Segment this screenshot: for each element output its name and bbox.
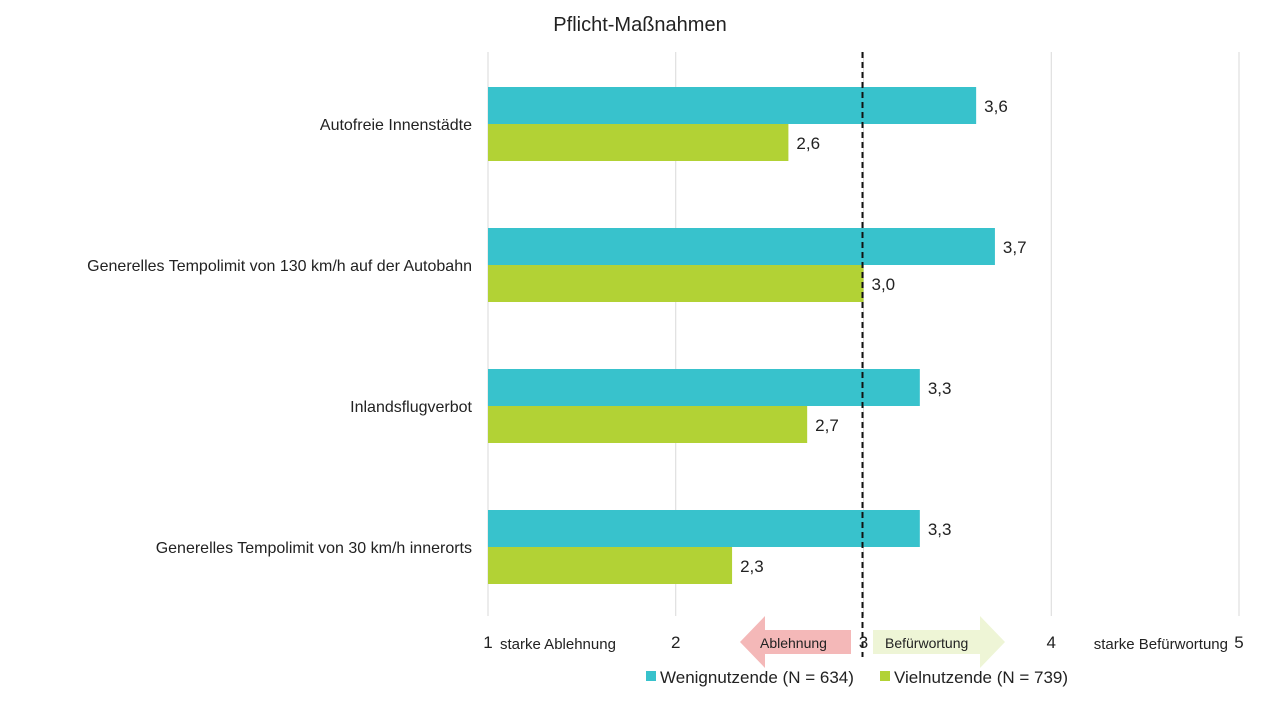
data-label: 2,7	[815, 416, 839, 435]
data-label: 3,3	[928, 520, 952, 539]
scale-label-low: starke Ablehnung	[500, 636, 616, 653]
arrow-right-label: Befürwortung	[885, 635, 968, 651]
category-label: Inlandsflugverbot	[350, 399, 472, 416]
data-label: 3,7	[1003, 238, 1027, 257]
category-label: Generelles Tempolimit von 130 km/h auf d…	[87, 258, 472, 275]
arrow-left-icon	[740, 616, 851, 668]
category-labels: Autofreie Innenstädte Generelles Tempolim…	[87, 117, 472, 557]
bar	[488, 228, 995, 265]
bar	[488, 369, 920, 406]
legend: Wenignutzende (N = 634) Vielnutzende (N =…	[646, 668, 1068, 687]
legend-label: Wenignutzende (N = 634)	[660, 668, 854, 687]
bar	[488, 510, 920, 547]
category-label: Generelles Tempolimit von 30 km/h innero…	[156, 540, 472, 557]
legend-swatch	[646, 671, 656, 681]
arrow-left-label: Ablehnung	[760, 635, 827, 651]
x-tick-label: 1	[483, 633, 492, 652]
bar	[488, 265, 864, 302]
bars: 3,6 3,7 3,3 3,3 2,6 3,0 2,7 2,3	[488, 87, 1027, 584]
legend-label: Vielnutzende (N = 739)	[894, 668, 1068, 687]
x-axis: 1 2 3 4 5 starke Ablehnung starke Befürwortung	[483, 633, 1243, 653]
bar	[488, 406, 808, 443]
data-label: 2,3	[740, 557, 764, 576]
data-label: 3,0	[872, 275, 896, 294]
data-label: 3,6	[984, 97, 1008, 116]
scale-label-high: starke Befürwortung	[1094, 636, 1228, 653]
legend-swatch	[880, 671, 890, 681]
x-tick-label: 5	[1234, 633, 1243, 652]
data-label: 2,6	[796, 134, 820, 153]
bar	[488, 124, 789, 161]
data-label: 3,3	[928, 379, 952, 398]
arrow-right-icon	[873, 616, 1005, 668]
category-label: Autofreie Innenstädte	[320, 117, 472, 134]
chart-title: Pflicht-Maßnahmen	[553, 14, 726, 36]
x-tick-label: 2	[671, 633, 680, 652]
direction-arrows: Ablehnung Befürwortung	[740, 616, 1005, 668]
bar	[488, 87, 977, 124]
x-tick-label: 3	[859, 633, 868, 652]
bar	[488, 547, 733, 584]
x-tick-label: 4	[1047, 633, 1056, 652]
